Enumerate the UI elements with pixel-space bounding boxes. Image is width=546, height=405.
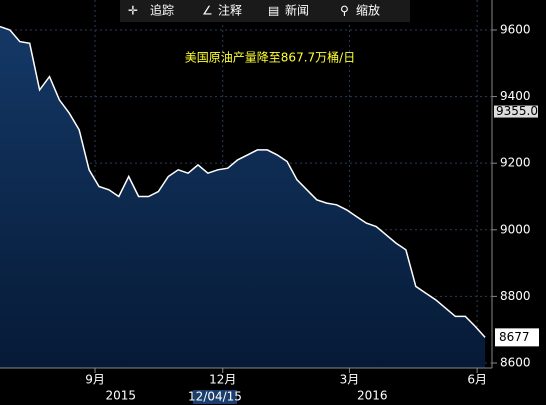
line xyxy=(0,25,486,338)
y-tick-label: 8800 xyxy=(500,289,531,303)
cursor-label: 12/04/15 xyxy=(188,390,242,404)
x-tick-label: 12月 xyxy=(209,373,236,387)
plot xyxy=(0,0,492,368)
area xyxy=(0,26,486,368)
year-label: 2016 xyxy=(357,389,388,403)
x-tick-label: 6月 xyxy=(467,373,487,387)
toolbar xyxy=(120,0,410,22)
tool-annotate[interactable]: 注释 xyxy=(218,3,242,18)
last-value-box xyxy=(495,328,539,347)
icon: ✛ xyxy=(128,4,138,18)
y-tick-label: 9200 xyxy=(500,156,531,170)
tool-zoom[interactable]: 缩放 xyxy=(356,3,380,18)
last-value-label: 8677 xyxy=(499,330,530,344)
tool-news[interactable]: 新闻 xyxy=(285,3,309,18)
tool-track[interactable]: 追踪 xyxy=(150,3,174,18)
cursor-box xyxy=(193,390,237,404)
y-tick-label: 9400 xyxy=(500,89,531,103)
x-tick-label: 3月 xyxy=(340,373,360,387)
y-tick-label: 8600 xyxy=(500,356,531,370)
y-tick-label: 9600 xyxy=(500,22,531,36)
x-tick-label: 9月 xyxy=(85,373,105,387)
marker-label: 9355.05 xyxy=(496,104,546,118)
icon: ∠ xyxy=(202,4,213,18)
chart-title: 美国原油产量降至867.7万桶/日 xyxy=(185,50,355,65)
icon: ▤ xyxy=(268,4,279,18)
icon: ⚲ xyxy=(340,4,349,18)
marker-box xyxy=(494,105,538,118)
y-tick-label: 9000 xyxy=(500,222,531,236)
year-label: 2015 xyxy=(105,389,136,403)
